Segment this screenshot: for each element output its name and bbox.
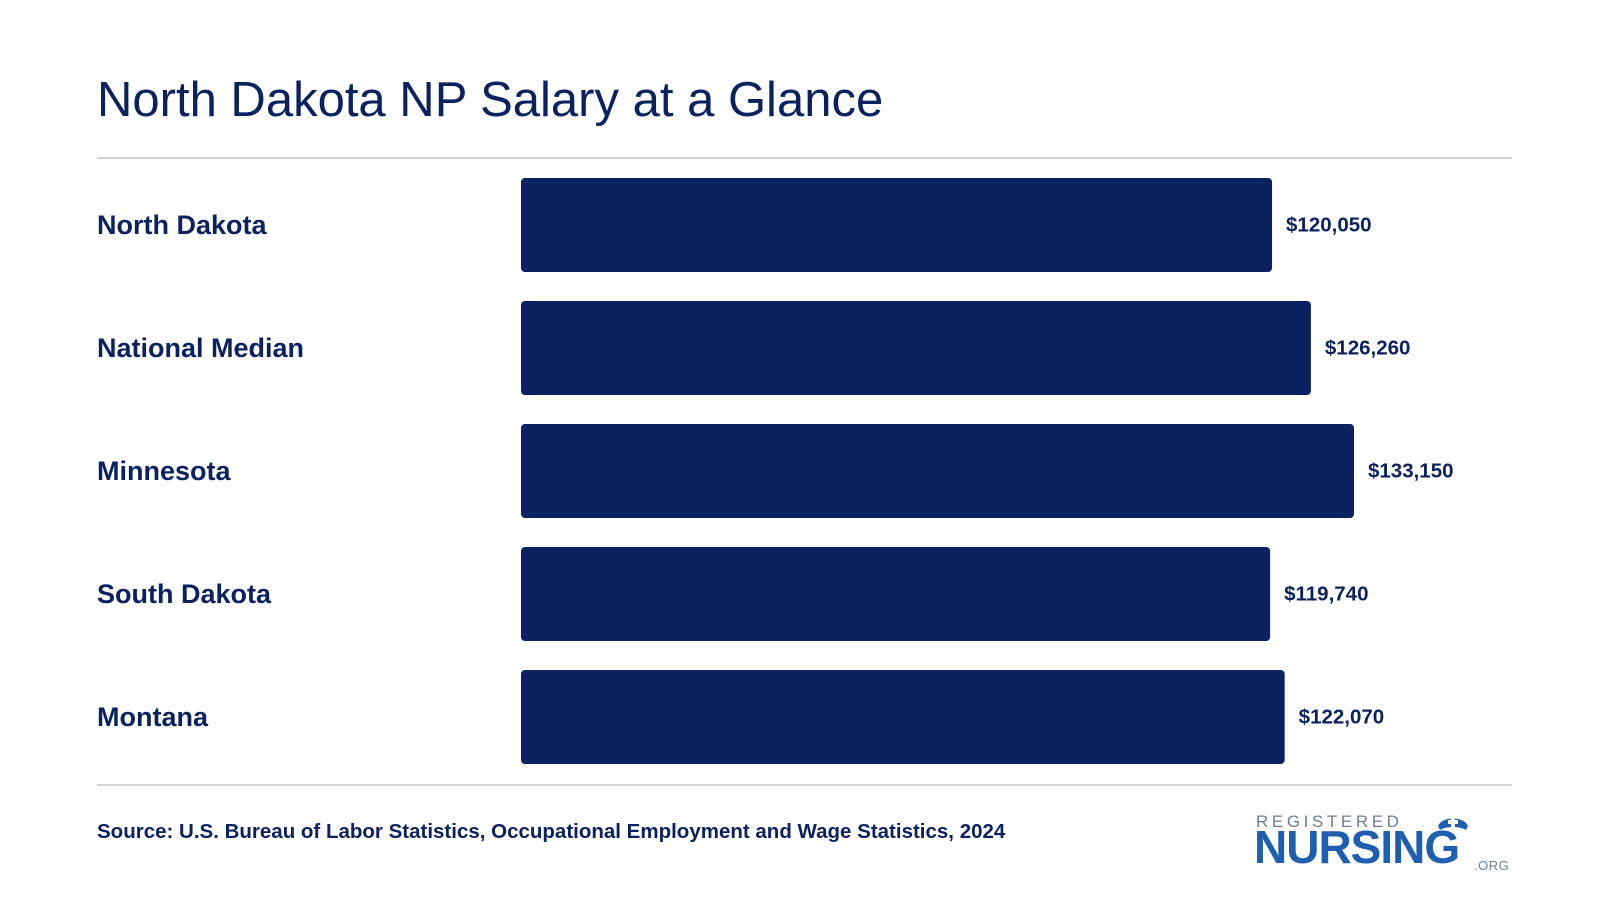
value-label: $119,740 bbox=[1284, 583, 1368, 606]
value-label: $126,260 bbox=[1325, 337, 1411, 360]
category-label: Minnesota bbox=[97, 456, 231, 486]
logo-main-text: NURSING bbox=[1254, 821, 1460, 873]
nurse-cap-icon bbox=[1438, 817, 1468, 830]
bar bbox=[521, 670, 1285, 764]
category-label: South Dakota bbox=[97, 579, 272, 609]
source-note: Source: U.S. Bureau of Labor Statistics,… bbox=[97, 820, 1006, 843]
bottom-divider bbox=[97, 784, 1512, 786]
registered-nursing-logo: REGISTERED NURSING .ORG bbox=[1254, 812, 1516, 878]
bar bbox=[521, 178, 1273, 272]
value-label: $120,050 bbox=[1286, 214, 1372, 237]
value-label: $133,150 bbox=[1368, 460, 1454, 483]
bar bbox=[521, 424, 1354, 518]
bar bbox=[521, 301, 1311, 395]
chart-title: North Dakota NP Salary at a Glance bbox=[97, 73, 884, 127]
logo-suffix: .ORG bbox=[1474, 858, 1510, 873]
category-label: North Dakota bbox=[97, 210, 267, 240]
top-divider bbox=[97, 157, 1512, 159]
value-label: $122,070 bbox=[1299, 706, 1385, 729]
bar bbox=[521, 547, 1271, 641]
category-label: Montana bbox=[97, 702, 209, 732]
logo-top-text: REGISTERED bbox=[1256, 812, 1403, 831]
category-label: National Median bbox=[97, 333, 304, 363]
